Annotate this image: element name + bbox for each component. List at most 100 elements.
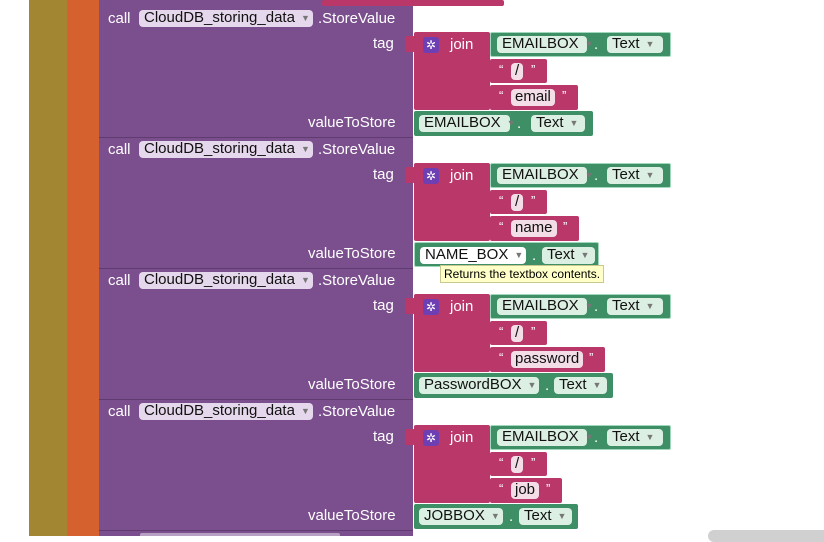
open-quote: “: [499, 88, 504, 103]
block-separator: [99, 137, 413, 138]
property-name: Text: [547, 246, 575, 263]
dropdown-arrow-icon: ▼: [557, 511, 567, 521]
dropdown-arrow-icon: ▼: [300, 144, 310, 154]
property-dropdown[interactable]: Text ▼: [531, 115, 585, 132]
open-quote: “: [499, 455, 504, 470]
text-string-block[interactable]: “ password ”: [490, 347, 605, 372]
join-label: join: [450, 167, 474, 184]
component-dropdown[interactable]: CloudDB_storing_data ▼: [139, 10, 313, 27]
string-value[interactable]: /: [511, 63, 524, 80]
text-string-block[interactable]: “ name ”: [490, 216, 579, 241]
storevalue-block[interactable]: call CloudDB_storing_data ▼ .StoreValue t…: [99, 6, 413, 137]
string-value[interactable]: /: [511, 456, 524, 473]
component-name: CloudDB_storing_data: [144, 9, 295, 26]
text-string-block[interactable]: “ job ”: [490, 478, 562, 503]
gear-icon[interactable]: ✲: [423, 168, 439, 184]
value-label: valueToStore: [308, 507, 396, 524]
property-dropdown[interactable]: Text ▼: [554, 377, 607, 394]
textbox-getter[interactable]: NAME_BOX ▼ . Text ▼: [414, 242, 599, 267]
dropdown-arrow-icon: ▼: [584, 432, 594, 442]
string-value[interactable]: password: [511, 351, 584, 368]
dot-label: .: [517, 115, 522, 132]
text-string-block[interactable]: “ / ”: [490, 452, 547, 476]
string-value[interactable]: job: [511, 482, 540, 499]
tag-label: tag: [373, 297, 394, 314]
close-quote: ”: [589, 350, 594, 365]
join-socket-edge: [405, 167, 415, 183]
textbox-getter[interactable]: EMAILBOX ▼ . Text ▼: [414, 111, 593, 136]
join-label: join: [450, 36, 474, 53]
call-label: call: [108, 141, 131, 158]
open-quote: “: [499, 324, 504, 339]
string-value[interactable]: /: [511, 325, 524, 342]
textbox-getter[interactable]: JOBBOX ▼ . Text ▼: [414, 504, 578, 529]
join-label: join: [450, 429, 474, 446]
storevalue-block[interactable]: call CloudDB_storing_data ▼ .StoreValue t…: [99, 137, 413, 268]
text-string-block[interactable]: “ / ”: [490, 321, 547, 345]
join-label: join: [450, 298, 474, 315]
property-dropdown[interactable]: Text ▼: [607, 36, 663, 53]
property-dropdown[interactable]: Text ▼: [607, 298, 663, 315]
dot-label: .: [545, 377, 550, 394]
tag-label: tag: [373, 428, 394, 445]
textbox-getter[interactable]: EMAILBOX ▼ . Text ▼: [490, 294, 671, 319]
component-dropdown[interactable]: EMAILBOX ▼: [497, 429, 594, 446]
close-quote: ”: [562, 88, 567, 103]
text-string-block[interactable]: “ email ”: [490, 85, 578, 110]
property-dropdown[interactable]: Text ▼: [607, 429, 663, 446]
string-value[interactable]: email: [511, 89, 555, 106]
textbox-getter[interactable]: EMAILBOX ▼ . Text ▼: [490, 425, 671, 450]
string-value[interactable]: /: [511, 194, 524, 211]
block-separator: [99, 268, 413, 269]
event-block-body: [67, 0, 99, 536]
join-socket-edge: [405, 429, 415, 445]
property-dropdown[interactable]: Text ▼: [542, 247, 595, 264]
component-name: EMAILBOX: [502, 35, 579, 52]
component-dropdown[interactable]: EMAILBOX ▼: [497, 298, 594, 315]
text-string-block[interactable]: “ / ”: [490, 59, 547, 83]
tag-label: tag: [373, 35, 394, 52]
gear-icon[interactable]: ✲: [423, 430, 439, 446]
storevalue-block[interactable]: call CloudDB_storing_data ▼ .StoreValue t…: [99, 399, 413, 530]
component-dropdown[interactable]: EMAILBOX ▼: [497, 35, 594, 53]
component-dropdown[interactable]: PasswordBOX ▼: [419, 377, 539, 394]
open-quote: “: [499, 62, 504, 77]
text-string-block[interactable]: “ / ”: [490, 190, 547, 214]
storevalue-block[interactable]: call CloudDB_storing_data ▼ .StoreValue t…: [99, 268, 413, 399]
next-block-edge: [140, 533, 340, 536]
component-name: PasswordBOX: [424, 376, 522, 393]
call-label: call: [108, 403, 131, 420]
gear-icon[interactable]: ✲: [423, 299, 439, 315]
dot-label: .: [594, 298, 599, 315]
call-label: call: [108, 10, 131, 27]
tag-label: tag: [373, 166, 394, 183]
close-quote: ”: [546, 481, 551, 496]
tooltip: Returns the textbox contents.: [440, 265, 605, 283]
dropdown-arrow-icon: ▼: [527, 380, 537, 390]
component-dropdown[interactable]: NAME_BOX ▼: [420, 247, 526, 264]
component-dropdown[interactable]: JOBBOX ▼: [419, 508, 503, 525]
horizontal-scrollbar[interactable]: [708, 530, 824, 542]
gear-icon[interactable]: ✲: [423, 37, 439, 53]
textbox-getter[interactable]: EMAILBOX ▼ . Text ▼: [490, 163, 671, 188]
component-dropdown[interactable]: EMAILBOX ▼: [497, 167, 594, 184]
component-name: JOBBOX: [424, 507, 485, 524]
component-dropdown[interactable]: EMAILBOX ▼: [419, 115, 516, 132]
block-separator: [99, 399, 413, 400]
close-quote: ”: [531, 324, 536, 339]
component-dropdown[interactable]: CloudDB_storing_data ▼: [139, 403, 313, 420]
join-socket-edge: [405, 298, 415, 314]
property-dropdown[interactable]: Text ▼: [519, 508, 572, 525]
property-dropdown[interactable]: Text ▼: [607, 167, 663, 184]
value-label: valueToStore: [308, 245, 396, 262]
dropdown-arrow-icon: ▼: [645, 432, 655, 442]
component-dropdown[interactable]: CloudDB_storing_data ▼: [139, 141, 313, 158]
string-value[interactable]: name: [511, 220, 557, 237]
component-dropdown[interactable]: CloudDB_storing_data ▼: [139, 272, 313, 289]
textbox-getter[interactable]: PasswordBOX ▼ . Text ▼: [414, 373, 613, 398]
property-name: Text: [536, 114, 564, 131]
textbox-getter[interactable]: EMAILBOX ▼ . Text ▼: [490, 32, 671, 57]
value-label: valueToStore: [308, 376, 396, 393]
dropdown-arrow-icon: ▼: [300, 406, 310, 416]
method-label: .StoreValue: [318, 141, 396, 158]
